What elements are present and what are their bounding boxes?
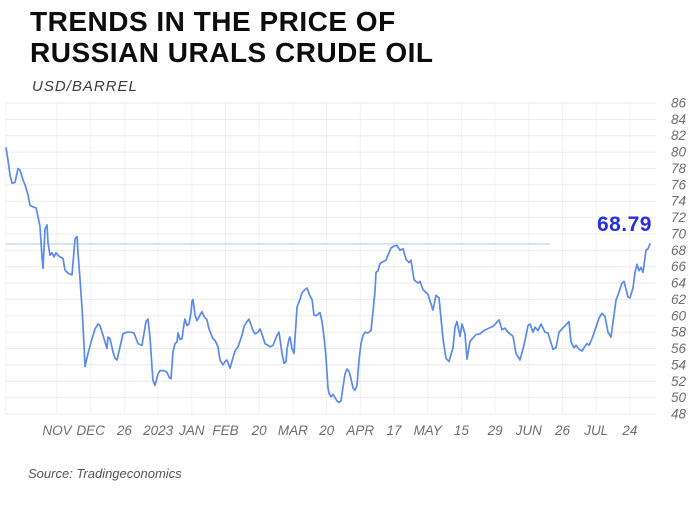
y-axis-tick-label: 68	[671, 243, 687, 258]
y-axis-tick-label: 50	[671, 390, 687, 405]
y-axis-tick-label: 52	[671, 374, 687, 389]
y-axis-tick-label: 56	[671, 341, 687, 356]
x-axis-tick-label: FEB	[212, 423, 238, 438]
x-axis-tick-label: DEC	[76, 423, 105, 438]
source-attribution: Source: Tradingeconomics	[28, 466, 182, 481]
y-axis-tick-label: 58	[671, 325, 687, 340]
x-axis-tick-label: 24	[621, 423, 637, 438]
y-axis-tick-label: 60	[671, 308, 687, 323]
page-title: TRENDS IN THE PRICE OF RUSSIAN URALS CRU…	[30, 6, 434, 68]
y-axis-tick-label: 84	[671, 112, 686, 127]
page-title-line2: RUSSIAN URALS CRUDE OIL	[30, 37, 434, 68]
x-axis-tick-label: 2023	[142, 423, 174, 438]
y-axis-tick-label: 62	[671, 292, 687, 307]
x-axis-tick-label: 26	[116, 423, 133, 438]
chart-units-label: USD/BARREL	[32, 78, 138, 95]
y-axis-tick-label: 72	[671, 210, 687, 225]
x-axis-tick-label: JUL	[583, 423, 608, 438]
y-axis-tick-label: 70	[671, 226, 687, 241]
latest-price-label: 68.79	[596, 213, 652, 236]
y-axis-tick-label: 74	[671, 194, 686, 209]
x-axis-tick-label: APR	[345, 423, 374, 438]
y-axis-tick-label: 54	[671, 357, 686, 372]
y-axis-tick-label: 76	[671, 177, 687, 192]
y-axis-tick-label: 78	[671, 161, 687, 176]
x-axis-tick-label: 15	[454, 423, 470, 438]
y-axis-tick-label: 86	[671, 96, 687, 111]
y-axis-tick-label: 66	[671, 259, 687, 274]
x-axis-tick-label: 26	[554, 423, 571, 438]
x-axis-tick-label: JUN	[515, 423, 542, 438]
page-title-line1: TRENDS IN THE PRICE OF	[30, 6, 396, 37]
y-axis-tick-label: 48	[671, 407, 687, 422]
x-axis-tick-label: MAY	[414, 423, 443, 438]
x-axis-tick-label: 17	[386, 423, 402, 438]
x-axis-tick-label: 29	[487, 423, 504, 438]
price-line-path	[5, 147, 651, 404]
x-axis-tick-label: 20	[318, 423, 335, 438]
y-axis-tick-label: 64	[671, 276, 686, 291]
x-axis-tick-label: MAR	[278, 423, 308, 438]
x-axis-tick-label: JAN	[178, 423, 205, 438]
x-axis-tick-label: 20	[251, 423, 268, 438]
x-axis-tick-label: NOV	[42, 423, 73, 438]
y-axis-tick-label: 82	[671, 128, 687, 143]
y-axis-tick-label: 80	[671, 145, 687, 160]
